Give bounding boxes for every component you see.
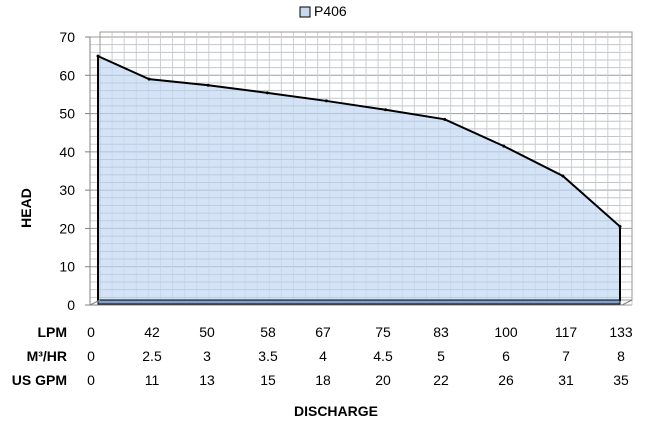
x-tick-label: 3.5 — [258, 348, 278, 364]
x-axis-label: DISCHARGE — [294, 403, 378, 419]
x-tick-label: 133 — [609, 324, 633, 340]
x-row-label: US GPM — [12, 372, 67, 388]
x-tick-label: 13 — [199, 372, 215, 388]
x-tick-label: 4 — [319, 348, 327, 364]
depth-line — [89, 299, 101, 306]
x-tick-label: 67 — [315, 324, 331, 340]
x-tick-label: 117 — [555, 324, 578, 340]
x-tick-label: 18 — [315, 372, 331, 388]
x-tick-label: 100 — [494, 324, 518, 340]
data-point — [206, 83, 210, 87]
x-tick-label: 83 — [433, 324, 449, 340]
x-tick-label: 58 — [260, 324, 276, 340]
data-point — [561, 174, 565, 178]
x-tick-label: 7 — [562, 348, 570, 364]
x-tick-label: 26 — [498, 372, 514, 388]
x-tick-label: 0 — [87, 372, 95, 388]
x-tick-label: 6 — [502, 348, 510, 364]
legend: P406 — [299, 3, 347, 19]
x-tick-label: 2.5 — [142, 348, 162, 364]
x-tick-label: 5 — [437, 348, 445, 364]
x-tick-label: 20 — [375, 372, 391, 388]
x-row-label: M³/HR — [27, 348, 67, 364]
x-tick-label: 50 — [199, 324, 215, 340]
area-outline — [97, 54, 621, 301]
depth-line — [621, 299, 633, 306]
axes — [85, 36, 633, 306]
legend-swatch — [299, 6, 311, 18]
data-point — [265, 91, 269, 95]
legend-label: P406 — [314, 3, 347, 19]
y-tick-label: 60 — [59, 67, 75, 83]
data-point — [384, 108, 388, 112]
data-point — [324, 99, 328, 103]
data-point — [618, 225, 622, 229]
x-tick-label: 4.5 — [373, 348, 393, 364]
y-tick-label: 40 — [59, 144, 75, 160]
y-axis-label: HEAD — [18, 188, 34, 228]
x-tick-label: 35 — [613, 372, 629, 388]
x-tick-label: 3 — [203, 348, 211, 364]
area-series — [96, 44, 622, 305]
x-tick-label: 11 — [145, 372, 160, 388]
y-tick-label: 10 — [59, 259, 75, 275]
x-tick-label: 22 — [433, 372, 449, 388]
area-base — [97, 299, 621, 305]
x-tick-label: 75 — [375, 324, 391, 340]
area-fill — [98, 56, 620, 302]
y-tick-label: 70 — [59, 29, 75, 45]
data-point — [147, 77, 151, 81]
x-row-label: LPM — [37, 324, 67, 340]
data-point — [443, 117, 447, 121]
y-tick-labels: 0 10 20 30 40 50 60 70 — [59, 29, 75, 313]
x-tick-label: 15 — [260, 372, 276, 388]
y-tick-label: 0 — [67, 297, 75, 313]
x-tick-label: 0 — [87, 324, 95, 340]
x-tick-label: 8 — [617, 348, 625, 364]
x-tick-label: 0 — [87, 348, 95, 364]
y-tick-label: 50 — [59, 106, 75, 122]
x-tick-label: 31 — [558, 372, 574, 388]
data-point — [502, 144, 506, 148]
data-point — [96, 54, 100, 58]
y-tick-label: 30 — [59, 182, 75, 198]
x-tick-label: 42 — [144, 324, 160, 340]
y-tick-label: 20 — [59, 220, 75, 236]
